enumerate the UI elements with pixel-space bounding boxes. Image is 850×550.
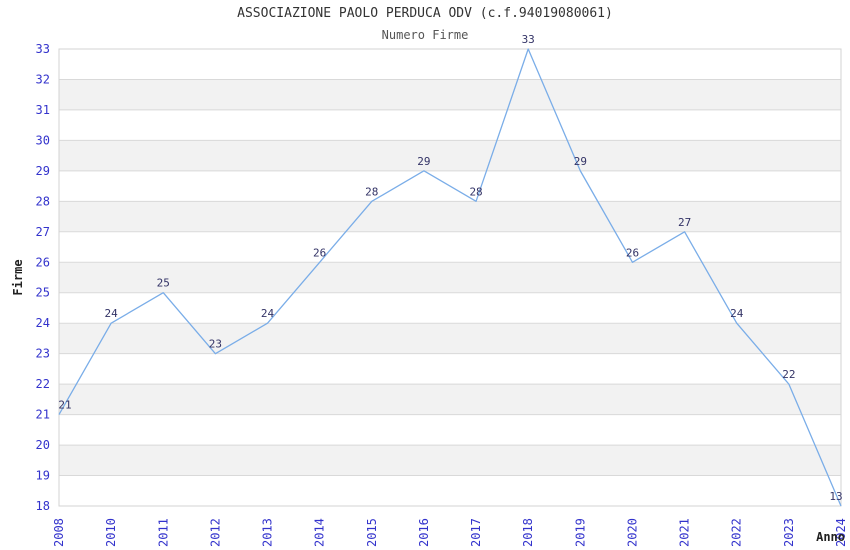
x-tick-label: 2024 <box>834 518 848 547</box>
point-label: 27 <box>678 216 691 229</box>
point-label: 28 <box>469 185 482 198</box>
point-label: 24 <box>730 307 744 320</box>
x-tick-label: 2022 <box>730 518 744 547</box>
point-label: 13 <box>829 490 842 503</box>
plot-band <box>59 445 841 476</box>
y-tick-label: 27 <box>36 225 50 239</box>
y-tick-label: 25 <box>36 286 50 300</box>
point-label: 25 <box>157 277 170 290</box>
point-label: 24 <box>261 307 275 320</box>
plot-band <box>59 79 841 110</box>
chart-title: ASSOCIAZIONE PAOLO PERDUCA ODV (c.f.9401… <box>237 6 613 21</box>
y-tick-label: 32 <box>36 72 50 86</box>
plot-band <box>59 201 841 232</box>
y-tick-label: 23 <box>36 347 50 361</box>
x-tick-label: 2008 <box>52 518 66 547</box>
y-tick-label: 20 <box>36 438 50 452</box>
y-tick-label: 19 <box>36 469 50 483</box>
plot-band <box>59 140 841 171</box>
y-tick-label: 28 <box>36 194 50 208</box>
point-label: 29 <box>417 155 430 168</box>
point-label: 26 <box>313 246 326 259</box>
point-label: 26 <box>626 246 639 259</box>
plot-border <box>58 48 842 507</box>
point-label: 22 <box>782 368 795 381</box>
y-tick-label: 29 <box>36 164 50 178</box>
x-tick-label: 2019 <box>573 518 587 547</box>
y-tick-label: 24 <box>36 316 50 330</box>
x-tick-label: 2012 <box>208 518 222 547</box>
x-tick-label: 2020 <box>625 518 639 547</box>
y-tick-label: 30 <box>36 133 50 147</box>
x-tick-label: 2017 <box>469 518 483 547</box>
plot-band <box>59 384 841 415</box>
x-tick-label: 2011 <box>156 518 170 547</box>
x-tick-label: 2021 <box>678 518 692 547</box>
x-tick-label: 2013 <box>261 518 275 547</box>
plot-band <box>59 262 841 293</box>
x-tick-label: 2023 <box>782 518 796 547</box>
point-label: 24 <box>105 307 119 320</box>
point-label: 28 <box>365 185 378 198</box>
chart-subtitle: Numero Firme <box>381 28 469 42</box>
x-tick-label: 2014 <box>313 518 327 547</box>
y-tick-label: 21 <box>36 408 50 422</box>
y-tick-label: 33 <box>36 42 50 56</box>
y-tick-label: 18 <box>36 499 50 513</box>
plot-band <box>59 323 841 354</box>
series-line <box>58 48 842 507</box>
point-label: 23 <box>209 338 222 351</box>
y-tick-label: 26 <box>36 255 50 269</box>
y-tick-label: 22 <box>36 377 50 391</box>
x-tick-label: 2015 <box>365 518 379 547</box>
x-tick-label: 2018 <box>521 518 535 547</box>
point-label: 29 <box>574 155 587 168</box>
x-axis-title: Anno <box>816 530 845 544</box>
point-label: 21 <box>58 399 71 412</box>
point-label: 33 <box>522 33 535 46</box>
x-tick-label: 2016 <box>417 518 431 547</box>
y-tick-label: 31 <box>36 103 50 117</box>
y-axis-title: Firme <box>11 259 25 295</box>
x-tick-label: 2010 <box>104 518 118 547</box>
